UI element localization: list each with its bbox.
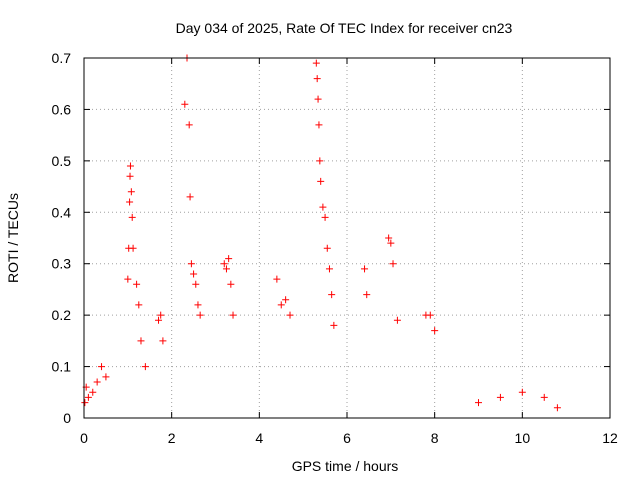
x-tick-label: 10 — [515, 430, 531, 446]
axis-ticks: 0 2 4 6 8 10 12 0 0.1 0.2 0.3 0.4 0.5 0.6 0.7 — [52, 50, 618, 446]
data-point — [185, 121, 193, 129]
data-point — [282, 296, 290, 304]
data-point — [157, 311, 165, 319]
data-point — [128, 213, 136, 221]
y-tick-label: 0.2 — [52, 307, 72, 323]
data-point — [141, 363, 149, 371]
data-point — [181, 100, 189, 108]
data-point — [227, 280, 235, 288]
data-point — [135, 301, 143, 309]
data-point — [126, 162, 134, 170]
data-point — [89, 388, 97, 396]
data-point — [431, 327, 439, 335]
data-point — [518, 388, 526, 396]
data-point — [190, 270, 198, 278]
data-point — [196, 311, 204, 319]
y-tick-label: 0.5 — [52, 153, 72, 169]
data-point — [426, 311, 434, 319]
data-point — [81, 399, 89, 407]
y-tick-label: 0.1 — [52, 359, 72, 375]
data-point — [220, 260, 228, 268]
y-tick-label: 0.7 — [52, 50, 72, 66]
data-point — [496, 393, 504, 401]
data-point — [229, 311, 237, 319]
x-tick-label: 8 — [431, 430, 439, 446]
x-tick-label: 6 — [343, 430, 351, 446]
data-point — [319, 203, 327, 211]
data-point — [363, 291, 371, 299]
data-point — [328, 291, 336, 299]
data-points — [81, 54, 561, 412]
y-tick-label: 0.6 — [52, 101, 72, 117]
data-point — [192, 280, 200, 288]
chart-title: Day 034 of 2025, Rate Of TEC Index for r… — [176, 20, 513, 36]
x-tick-label: 0 — [80, 430, 88, 446]
data-point — [277, 301, 285, 309]
data-point — [187, 260, 195, 268]
data-point — [124, 275, 132, 283]
data-point — [393, 316, 401, 324]
data-point — [361, 265, 369, 273]
data-point — [102, 373, 110, 381]
data-point — [313, 75, 321, 83]
y-tick-label: 0.3 — [52, 256, 72, 272]
x-tick-label: 12 — [602, 430, 618, 446]
data-point — [385, 234, 393, 242]
data-point — [273, 275, 281, 283]
data-point — [315, 121, 323, 129]
data-point — [222, 265, 230, 273]
data-point — [317, 177, 325, 185]
data-point — [129, 244, 137, 252]
x-tick-label: 2 — [168, 430, 176, 446]
data-point — [159, 337, 167, 345]
data-point — [321, 213, 329, 221]
y-axis-label: ROTI / TECUs — [5, 193, 21, 283]
data-point — [540, 393, 548, 401]
data-point — [316, 157, 324, 165]
y-tick-label: 0 — [63, 410, 71, 426]
data-point — [225, 255, 233, 263]
data-point — [553, 404, 561, 412]
data-point — [186, 193, 194, 201]
data-point — [330, 321, 338, 329]
data-point — [126, 172, 134, 180]
x-tick-label: 4 — [255, 430, 263, 446]
data-point — [84, 393, 92, 401]
data-point — [98, 363, 106, 371]
data-point — [314, 95, 322, 103]
data-point — [194, 301, 202, 309]
y-tick-label: 0.4 — [52, 204, 72, 220]
data-point — [155, 316, 163, 324]
data-point — [387, 239, 395, 247]
data-point — [127, 188, 135, 196]
data-point — [137, 337, 145, 345]
data-point — [325, 265, 333, 273]
data-point — [133, 280, 141, 288]
data-point — [323, 244, 331, 252]
data-point — [286, 311, 294, 319]
x-axis-label: GPS time / hours — [292, 458, 399, 474]
data-point — [475, 399, 482, 407]
data-point — [312, 59, 320, 67]
data-point — [93, 378, 101, 386]
data-point — [126, 198, 134, 206]
grid — [84, 58, 610, 418]
data-point — [389, 260, 397, 268]
